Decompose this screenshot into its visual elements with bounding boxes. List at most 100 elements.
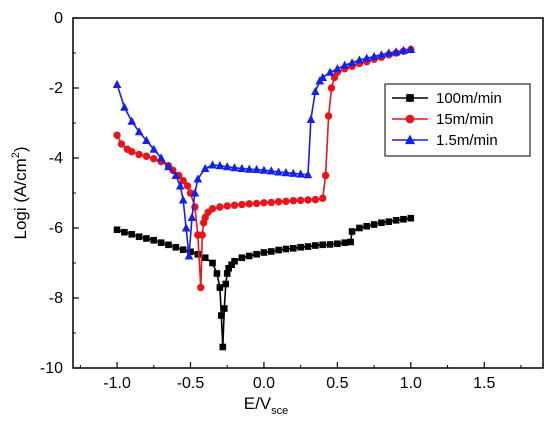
- data-point-square: [218, 312, 225, 319]
- data-point-circle: [405, 114, 415, 124]
- data-point-square: [304, 243, 312, 250]
- data-point-circle: [311, 195, 320, 204]
- data-point-square: [267, 248, 275, 255]
- data-point-square: [121, 228, 128, 236]
- data-point-triangle: [230, 163, 239, 172]
- data-point-square: [128, 231, 136, 238]
- legend-label: 100m/min: [436, 90, 502, 107]
- data-point-triangle: [171, 170, 181, 180]
- y-tick-label: 0: [54, 10, 63, 27]
- series-line: [116, 217, 411, 348]
- data-point-circle: [245, 200, 253, 208]
- data-point-square: [378, 219, 385, 227]
- data-point-circle: [179, 177, 187, 185]
- data-point-square: [228, 261, 235, 269]
- data-point-triangle: [190, 188, 200, 197]
- data-point-triangle: [175, 181, 185, 190]
- data-point-square: [231, 257, 238, 265]
- data-point-triangle: [142, 135, 151, 145]
- data-point-square: [319, 241, 326, 249]
- y-axis-title-main: Logi (A/cm: [11, 158, 30, 239]
- data-point-square: [209, 259, 216, 267]
- data-point-square: [334, 240, 341, 248]
- data-point-square: [363, 222, 371, 230]
- data-point-circle: [150, 154, 158, 163]
- data-point-circle: [296, 196, 305, 205]
- data-point-circle: [282, 197, 290, 206]
- data-point-triangle: [306, 114, 316, 124]
- data-point-triangle: [296, 169, 305, 178]
- data-point-circle: [327, 84, 336, 92]
- y-tick-label: -2: [49, 80, 63, 97]
- data-point-triangle: [244, 164, 254, 173]
- data-point-square: [347, 238, 354, 246]
- data-point-square: [312, 242, 319, 249]
- data-point-circle: [318, 194, 327, 202]
- data-point-circle: [113, 131, 121, 139]
- y-tick-label: -4: [49, 150, 63, 167]
- legend-item: 100m/min: [392, 90, 502, 107]
- data-point-square: [165, 241, 172, 249]
- data-point-square: [113, 226, 121, 234]
- data-point-square: [213, 270, 221, 277]
- data-point-triangle: [347, 58, 357, 67]
- y-tick-label: -10: [40, 360, 63, 377]
- data-point-circle: [135, 150, 143, 159]
- data-point-square: [400, 215, 407, 223]
- data-point-triangle: [149, 144, 159, 153]
- y-axis-title-sup: 2: [10, 152, 22, 158]
- data-point-triangle: [156, 153, 166, 162]
- x-tick-label: 0.0: [253, 375, 275, 392]
- data-point-square: [225, 264, 232, 272]
- legend-item: 1.5m/min: [392, 132, 498, 149]
- legend: 100m/min 15m/min 1.5m/min: [384, 83, 531, 157]
- data-point-square: [348, 228, 356, 235]
- data-point-triangle: [164, 162, 173, 171]
- data-point-square: [260, 249, 268, 256]
- data-point-triangle: [187, 212, 197, 222]
- data-point-triangle: [208, 160, 217, 169]
- data-point-circle: [142, 152, 151, 160]
- data-point-triangle: [181, 223, 191, 232]
- x-tick-label: 1.0: [400, 375, 422, 392]
- data-point-triangle: [193, 174, 203, 183]
- data-point-square: [157, 239, 165, 246]
- data-point-triangle: [384, 48, 394, 57]
- data-point-triangle: [377, 50, 386, 59]
- data-point-square: [356, 224, 363, 232]
- data-point-circle: [267, 198, 276, 207]
- legend-label: 1.5m/min: [436, 132, 498, 149]
- y-tick-label: -6: [49, 220, 63, 237]
- data-point-square: [143, 235, 150, 242]
- data-point-circle: [183, 182, 192, 190]
- data-point-triangle: [266, 166, 276, 175]
- data-point-triangle: [318, 72, 327, 82]
- data-point-circle: [252, 199, 261, 208]
- data-point-square: [407, 214, 415, 222]
- data-point-circle: [208, 205, 217, 213]
- x-tick-label: -1.0: [103, 375, 131, 392]
- data-point-circle: [197, 283, 205, 292]
- data-point-circle: [223, 202, 231, 210]
- data-point-triangle: [274, 167, 283, 176]
- series-layer: [112, 44, 416, 351]
- y-axis-ticks: 0 -2 -4 -6 -8 -10: [40, 10, 79, 377]
- series-triangle: [112, 44, 416, 260]
- data-point-circle: [230, 201, 239, 209]
- data-point-square: [406, 94, 414, 102]
- data-point-triangle: [281, 168, 291, 177]
- legend-items: 100m/min 15m/min 1.5m/min: [392, 90, 502, 149]
- data-point-triangle: [391, 47, 401, 56]
- data-point-square: [392, 217, 400, 224]
- data-point-triangle: [112, 79, 122, 89]
- data-point-triangle: [340, 60, 350, 69]
- data-point-square: [245, 252, 253, 260]
- data-point-circle: [274, 198, 283, 206]
- y-axis-title: Logi (A/cm2): [10, 146, 30, 239]
- data-point-triangle: [311, 86, 320, 96]
- data-point-square: [187, 248, 194, 256]
- data-point-circle: [238, 200, 246, 209]
- data-point-triangle: [355, 55, 364, 64]
- data-point-triangle: [178, 195, 188, 204]
